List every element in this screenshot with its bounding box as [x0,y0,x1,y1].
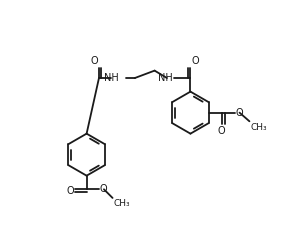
Text: O: O [235,108,243,118]
Text: O: O [66,186,74,196]
Text: NH: NH [103,73,118,83]
Text: O: O [90,56,98,66]
Text: O: O [191,56,199,66]
Text: CH₃: CH₃ [251,122,267,132]
Text: O: O [218,126,226,136]
Text: O: O [100,184,108,194]
Text: CH₃: CH₃ [114,199,131,208]
Text: NH: NH [158,73,173,83]
